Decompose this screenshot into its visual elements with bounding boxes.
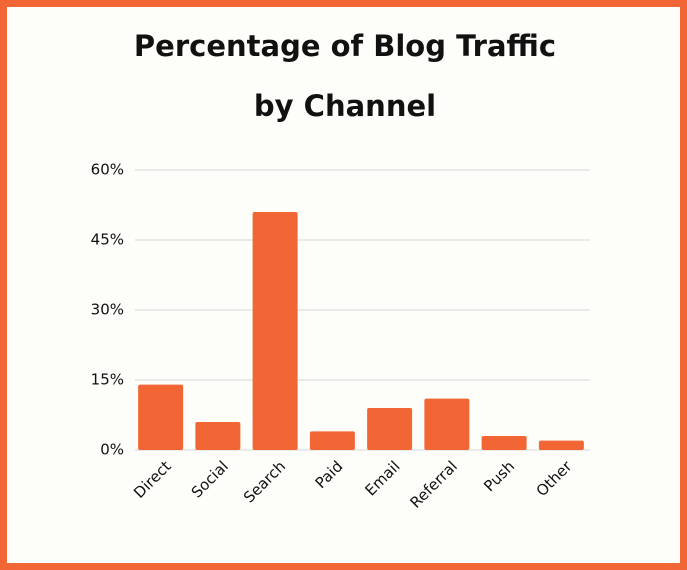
- x-tick-label: Other: [533, 457, 576, 500]
- x-tick-label: Referral: [406, 457, 460, 511]
- x-tick-label: Social: [188, 457, 232, 501]
- bar: [367, 408, 413, 450]
- bar: [481, 436, 527, 450]
- bar: [195, 422, 241, 450]
- y-tick-label: 0%: [100, 441, 124, 459]
- bar: [138, 384, 184, 450]
- y-tick-label: 45%: [91, 231, 124, 249]
- y-tick-label: 15%: [91, 371, 124, 389]
- bar: [252, 212, 298, 450]
- x-tick-label: Push: [480, 457, 518, 495]
- y-tick-label: 30%: [91, 301, 124, 319]
- bar: [424, 398, 470, 450]
- bar: [309, 431, 355, 450]
- y-tick-label: 60%: [91, 161, 124, 179]
- x-tick-label: Paid: [312, 457, 347, 492]
- bar: [538, 440, 584, 450]
- chart-title: Percentage of Blog Traffic: [134, 29, 556, 63]
- chart-title: by Channel: [254, 89, 436, 123]
- x-tick-label: Direct: [130, 457, 175, 502]
- x-tick-label: Search: [240, 457, 289, 506]
- x-tick-label: Email: [361, 457, 403, 499]
